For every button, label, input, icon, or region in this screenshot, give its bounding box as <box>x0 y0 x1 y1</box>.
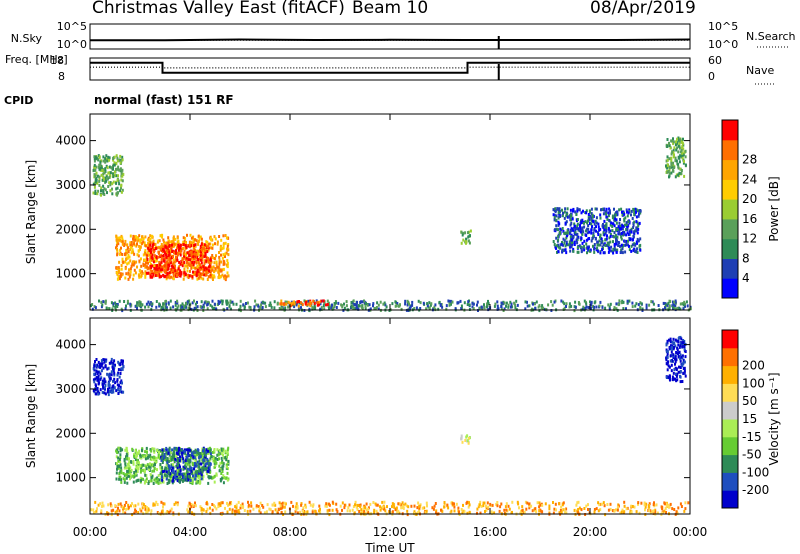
power-ytick-label: 4000 <box>55 134 86 148</box>
power-colorbar-cell <box>722 258 738 279</box>
power-colorbar-tick: 20 <box>742 192 757 206</box>
velocity-colorbar-cell <box>722 419 738 438</box>
velocity-colorbar-frame <box>721 329 739 509</box>
velocity-echo-region-5 <box>90 500 690 517</box>
power-colorbar-tick: 4 <box>742 271 750 285</box>
velocity-colorbar-cell <box>722 383 738 402</box>
power-colorbar-label: Power [dB] <box>767 176 781 241</box>
power-echo-region-1 <box>145 242 212 279</box>
freq-tick-top: 18 <box>50 54 64 67</box>
power-bg <box>90 114 690 310</box>
power-ytick-label: 3000 <box>55 178 86 192</box>
velocity-colorbar-cell <box>722 490 738 509</box>
power-colorbar-cell <box>722 179 738 200</box>
velocity-colorbar-tick: 200 <box>742 359 765 373</box>
velocity-colorbar-cell <box>722 401 738 420</box>
velocity-colorbar-label: Velocity [m s⁻¹] <box>767 372 781 465</box>
cpid-value: normal (fast) 151 RF <box>94 93 234 107</box>
xtick-label: 08:00 <box>273 525 308 539</box>
power-colorbar-tick: 28 <box>742 153 757 167</box>
freq-series <box>90 61 690 74</box>
power-colorbar-tick: 12 <box>742 232 757 246</box>
power-colorbar-cell <box>722 139 738 161</box>
velocity-ytick-label: 1000 <box>55 471 86 485</box>
freq-frame <box>89 57 691 81</box>
power-colorbar-cell <box>722 238 738 259</box>
velocity-colorbar-cell <box>722 454 738 473</box>
power-echo-region-5 <box>552 207 642 255</box>
velocity-ytick-label: 3000 <box>55 382 86 396</box>
freq-tick-bottom: 8 <box>58 70 65 83</box>
power-echo-region-7 <box>279 299 329 308</box>
power-colorbar-cell <box>722 218 738 240</box>
nave-series <box>90 66 690 69</box>
xtick-label: 00:00 <box>73 525 108 539</box>
velocity-echo-region-3 <box>665 335 687 384</box>
nave-tick-bottom: 0 <box>708 70 715 83</box>
power-echo-region-4 <box>665 136 687 179</box>
velocity-echo-region-1 <box>160 446 212 483</box>
power-colorbar-cell <box>722 199 738 220</box>
velocity-colorbar-cell <box>722 472 738 491</box>
power-colorbar-tick: 24 <box>742 172 757 186</box>
xtick-label: 20:00 <box>573 525 608 539</box>
velocity-colorbar-tick: 50 <box>742 394 757 408</box>
nave-tick-top: 60 <box>708 54 722 67</box>
power-colorbar-cell <box>722 278 738 299</box>
nsearch-tick-top: 10^5 <box>708 20 738 33</box>
power-ylabel: Slant Range [km] <box>24 160 38 264</box>
nsearch-tick-bottom: 10^0 <box>708 38 738 51</box>
velocity-echo-region-2 <box>92 357 125 397</box>
power-colorbar-cell <box>722 159 738 180</box>
xtick-label: 04:00 <box>173 525 208 539</box>
nsearch-label: N.Search <box>746 30 796 43</box>
nsky-tick-bottom: 10^0 <box>57 38 87 51</box>
power-colorbar-tick: 8 <box>742 251 750 265</box>
power-echo-region-3 <box>460 229 472 245</box>
nsky-tick-top: 10^5 <box>57 20 87 33</box>
velocity-colorbar-tick: -15 <box>742 430 762 444</box>
nave-label: Nave <box>746 64 774 77</box>
power-ytick-label: 2000 <box>55 222 86 236</box>
xtick-label: 16:00 <box>473 525 508 539</box>
power-colorbar-frame <box>721 119 739 299</box>
beam-label: Beam 10 <box>352 0 429 18</box>
xtick-label: 00:00 <box>673 525 708 539</box>
velocity-ytick-label: 2000 <box>55 426 86 440</box>
power-echo-region-2 <box>92 154 125 197</box>
velocity-ytick-label: 4000 <box>55 338 86 352</box>
velocity-colorbar-tick: -100 <box>742 465 769 479</box>
chart-title: Christmas Valley East (fitACF) <box>92 0 345 18</box>
xtick-label: 12:00 <box>373 525 408 539</box>
power-ytick-label: 1000 <box>55 267 86 281</box>
nsky-frame <box>89 23 691 50</box>
xaxis-label: Time UT <box>364 541 415 554</box>
velocity-colorbar-cell <box>722 347 738 367</box>
velocity-colorbar-cell <box>722 330 738 349</box>
velocity-colorbar-tick: -50 <box>742 448 762 462</box>
nsky-label: N.Sky <box>11 32 43 45</box>
power-colorbar-tick: 16 <box>742 212 757 226</box>
chart-date: 08/Apr/2019 <box>590 0 696 18</box>
velocity-echo-region-4 <box>460 434 471 445</box>
freq-label: Freq. [MHz] <box>5 53 68 66</box>
velocity-colorbar-tick: 15 <box>742 412 757 426</box>
velocity-colorbar-cell <box>722 365 738 384</box>
cpid-label: CPID <box>4 94 33 107</box>
velocity-colorbar-cell <box>722 436 738 456</box>
velocity-bg <box>90 318 690 514</box>
velocity-colorbar-tick: -200 <box>742 483 769 497</box>
velocity-colorbar-tick: 100 <box>742 376 765 390</box>
power-colorbar-cell <box>722 120 738 141</box>
velocity-ylabel: Slant Range [km] <box>24 364 38 468</box>
